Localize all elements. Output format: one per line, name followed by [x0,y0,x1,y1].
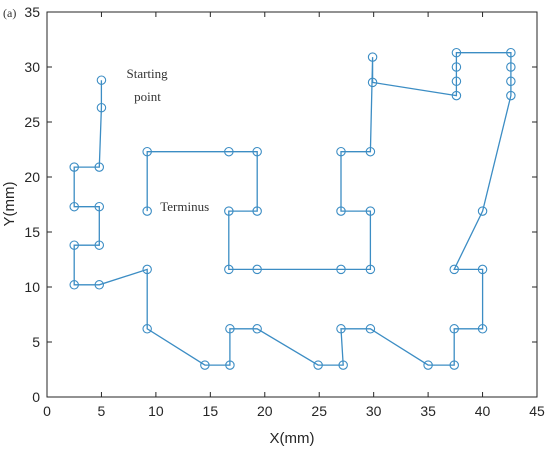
y-tick-label: 25 [24,114,40,130]
x-tick-label: 40 [475,403,491,419]
route-point-marker [313,360,323,370]
route-point-marker [142,264,152,275]
y-tick-label: 0 [32,389,40,405]
route-point-marker [506,47,516,58]
route-point-marker [336,324,346,334]
route-point-marker [506,76,516,87]
annotation-text: Terminus [160,199,209,214]
route-point-marker [336,146,346,157]
x-tick-label: 25 [311,403,327,419]
route-point-marker [365,146,376,157]
route-point-marker [423,360,433,370]
route-point-marker [451,76,462,87]
route-point-marker [94,280,105,290]
annotation-text: point [134,89,161,104]
x-tick-label: 5 [98,403,106,419]
route-point-marker [94,240,105,250]
y-axis-label: Y(mm) [1,182,18,227]
x-tick-label: 10 [148,403,164,419]
x-tick-label: 45 [529,403,545,419]
x-tick-label: 0 [43,403,51,419]
plot-area-frame [46,11,538,398]
route-point-marker [449,264,459,275]
route-point-marker [477,324,488,334]
route-point-marker [451,90,462,101]
route-point-marker [365,264,376,275]
x-tick-label: 15 [203,403,219,419]
route-point-marker [451,47,462,58]
annotation-text: Starting [126,66,168,81]
route-point-marker [69,162,79,172]
axis-ticks: 0 5 10 15 20 25 30 35 40 45 0 5 10 15 20 25 30 35 [24,4,545,419]
route-point-marker [142,146,152,157]
route-point-marker [225,360,235,370]
route-point-marker [338,360,348,370]
route-point-marker [142,206,152,216]
panel-label: (a) [3,6,16,20]
route-point-marker [224,146,234,157]
route-point-marker [449,360,459,370]
y-tick-label: 5 [32,334,40,350]
route-point-marker [224,264,234,275]
route-point-marker [225,324,235,334]
y-tick-label: 15 [24,224,40,240]
route-point-marker [252,146,262,157]
route-point-marker [506,62,516,72]
route-point-marker [336,206,346,216]
route-point-marker [367,77,378,88]
route-point-marker [252,324,262,334]
annotations: Starting point Terminus [126,66,209,214]
route-point-marker [365,324,376,334]
route-point-marker [477,264,488,275]
route-point-marker [69,240,79,250]
route-point-marker [94,162,105,172]
y-tick-label: 10 [24,279,40,295]
route-point-marker [367,52,378,62]
route-point-marker [224,206,234,216]
x-tick-label: 35 [420,403,436,419]
y-tick-label: 30 [24,59,40,75]
route-point-marker [449,324,459,334]
route-point-marker [94,201,105,212]
route-path-line [73,52,512,366]
x-tick-label: 30 [366,403,382,419]
route-point-marker [200,360,210,370]
route-point-marker [506,90,516,101]
route-point-marker [252,264,262,275]
route-point-marker [142,324,152,334]
y-tick-label: 20 [24,169,40,185]
route-point-marker [69,201,79,212]
route-point-marker [96,102,107,113]
x-tick-label: 20 [257,403,273,419]
series-layer [69,47,516,370]
route-point-marker [365,206,376,216]
route-point-marker [477,206,488,216]
y-tick-label: 35 [24,4,40,20]
route-point-marker [69,280,79,290]
x-axis-label: X(mm) [270,430,315,447]
route-point-marker [336,264,346,275]
route-point-marker [96,75,107,85]
route-point-marker [252,206,262,216]
route-point-marker [451,62,462,72]
